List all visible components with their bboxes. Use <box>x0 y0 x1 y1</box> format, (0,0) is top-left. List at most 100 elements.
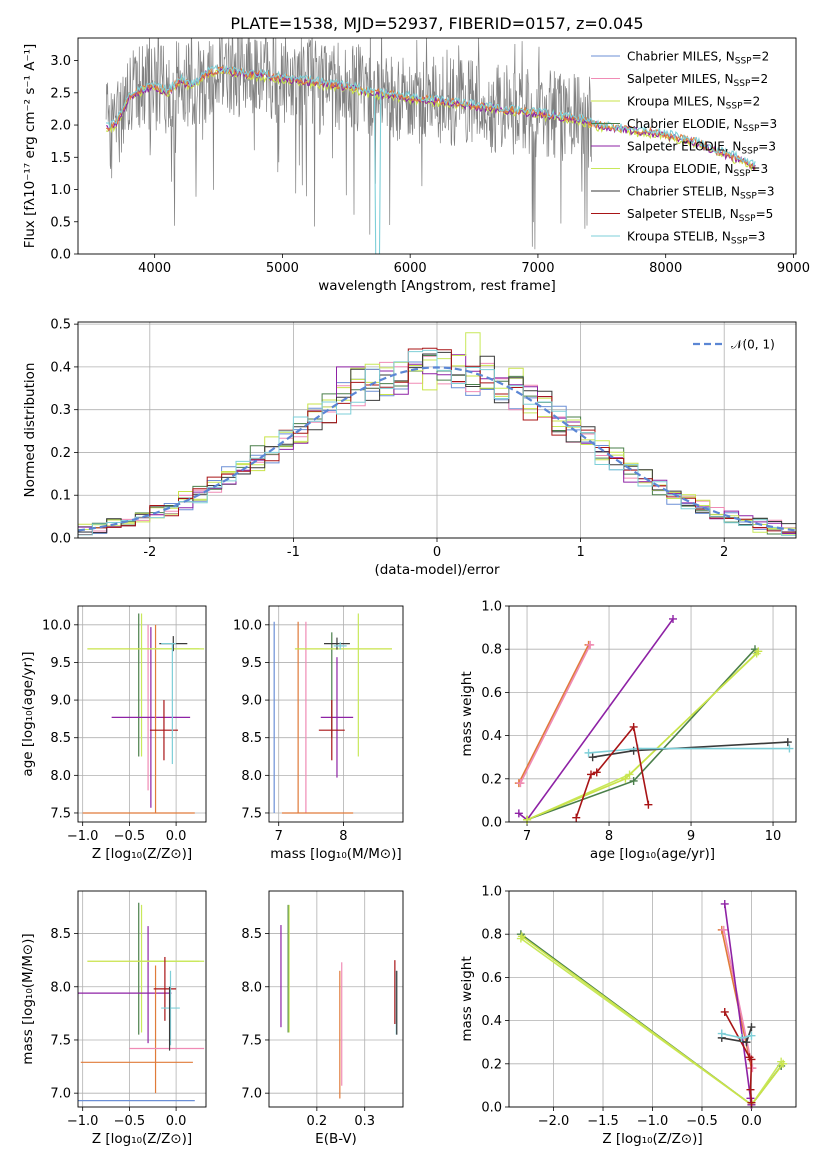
legend-sub: SSP <box>739 214 756 224</box>
x-axis-label: E(B-V) <box>315 1131 357 1147</box>
series-marker <box>523 815 532 824</box>
legend-suffix: =3 <box>758 140 776 154</box>
legend-label: Chabrier MILES, N <box>627 50 735 64</box>
y-tick-label: 0.5 <box>50 215 71 230</box>
axes-age_vs_mass: 7 8 7.5 8.0 8.5 9.0 9.5 10.0 mass [log₁₀(M/M⊙)] <box>233 605 404 862</box>
residual-legend: 𝒩(0, 1) <box>693 338 775 352</box>
y-tick-label: 7.5 <box>241 1033 262 1048</box>
x-tick-label: −0.5 <box>114 829 146 844</box>
legend-suffix: =2 <box>743 95 761 109</box>
y-tick-label: 8.5 <box>241 731 262 746</box>
legend-suffix: =3 <box>759 117 777 131</box>
axes-weight_vs_age: 7 8 9 10 0.0 0.2 0.4 0.6 0.8 1.0 age [log₁₀(age/yr… <box>459 600 797 862</box>
series-marker <box>629 746 638 755</box>
errorbar-salpeter_stelib <box>153 956 177 1021</box>
legend-label: Kroupa MILES, N <box>627 95 726 109</box>
plot-area <box>78 332 796 536</box>
series-marker <box>747 1023 756 1032</box>
y-tick-label: 0.6 <box>481 971 502 986</box>
errorbar-salpeter_stelib <box>149 700 178 761</box>
plot-area <box>280 904 398 1099</box>
x-tick-label: 4000 <box>138 261 171 276</box>
legend-entry-chabrier_stelib: Chabrier STELIB, NSSP=3 <box>627 185 775 202</box>
y-tick-label: 1.0 <box>481 600 502 615</box>
x-tick-label: 9 <box>687 829 695 844</box>
y-tick-label: 10.0 <box>233 618 262 633</box>
x-axis-label: (data-model)/error <box>374 562 500 578</box>
y-tick-label: 1.0 <box>50 183 71 198</box>
x-tick-label: −1.5 <box>587 1114 619 1129</box>
series-kroupa_miles <box>523 647 763 824</box>
x-tick-label: 1 <box>576 545 584 560</box>
legend-suffix: =3 <box>750 162 768 176</box>
legend-suffix: =2 <box>750 72 768 86</box>
legend-label: Chabrier ELODIE, N <box>627 117 743 131</box>
y-tick-label: 0.2 <box>50 446 71 461</box>
x-tick-label: −1.0 <box>67 1114 99 1129</box>
y-tick-label: 7.0 <box>50 1087 71 1102</box>
legend-label: Salpeter ELODIE, N <box>627 140 741 154</box>
y-tick-label: 0.4 <box>481 729 502 744</box>
legend-label: Kroupa ELODIE, N <box>627 162 734 176</box>
series-marker <box>588 753 597 762</box>
y-tick-label: 2.0 <box>50 119 71 134</box>
series-marker <box>592 768 601 777</box>
figure-title: PLATE=1538, MJD=52937, FIBERID=0157, z=0… <box>230 14 643 33</box>
x-tick-label: 0.0 <box>741 1114 762 1129</box>
axes-frame <box>77 321 797 539</box>
series-marker <box>587 770 595 779</box>
y-tick-label: 0.8 <box>481 643 502 658</box>
series-marker <box>746 1085 755 1094</box>
y-tick-label: 0.5 <box>50 318 71 333</box>
histogram-salpeter_elodie <box>78 354 796 534</box>
series-marker <box>629 722 638 731</box>
series-line <box>518 644 590 784</box>
series-salpeter_stelib <box>572 722 653 822</box>
x-tick-label: 7 <box>275 829 283 844</box>
x-tick-label: −1.0 <box>67 829 99 844</box>
plot-area <box>273 613 392 814</box>
series-marker <box>737 1033 746 1042</box>
series-marker <box>644 800 653 809</box>
x-tick-label: −0.5 <box>114 1114 146 1129</box>
legend-entry-salpeter_miles: Salpeter MILES, NSSP=2 <box>627 72 768 89</box>
y-tick-label: 8.0 <box>241 769 262 784</box>
axes-mass_vs_z: −1.0 −0.5 0.0 7.0 7.5 8.0 8.5 Z [log₁₀(Z/Z⊙)] ma… <box>20 890 207 1147</box>
series-marker <box>669 614 677 623</box>
series-marker <box>720 899 729 908</box>
legend-entry-salpeter_elodie: Salpeter ELODIE, NSSP=3 <box>627 140 776 157</box>
axes-frame <box>268 605 404 823</box>
y-tick-label: 10.0 <box>42 618 71 633</box>
y-tick-label: 0.6 <box>481 686 502 701</box>
model-spectrum-orange <box>105 66 756 170</box>
plots-layer: 4000 5000 6000 7000 8000 9000 0.0 0.5 1.0 1.5 2.0 2… <box>20 37 810 1147</box>
y-axis-label: mass weight <box>459 956 475 1041</box>
y-tick-label: 0.2 <box>481 772 502 787</box>
plot-area <box>82 613 205 814</box>
x-tick-label: 8000 <box>649 261 682 276</box>
axes-frame <box>508 605 797 823</box>
axes-frame <box>77 605 207 823</box>
x-tick-label: -2 <box>143 545 156 560</box>
legend-sub: SSP <box>734 79 751 89</box>
y-tick-label: 9.5 <box>241 656 262 671</box>
legend-entry-normal: 𝒩(0, 1) <box>731 338 775 352</box>
y-tick-label: 8.0 <box>50 769 71 784</box>
legend-sub: SSP <box>740 192 757 202</box>
model-spectrum-kroupa_miles <box>105 68 756 172</box>
legend-sub: SSP <box>735 57 752 67</box>
x-tick-label: 6000 <box>394 261 427 276</box>
series-marker <box>754 647 763 656</box>
series-marker <box>719 925 728 934</box>
axes-weight_vs_z: −2.0 −1.5 −1.0 −0.5 0.0 0.0 0.2 0.4 0.6 0.8 1.0 Z [… <box>459 885 797 1147</box>
x-tick-label: 8 <box>605 829 613 844</box>
x-tick-label: -1 <box>287 545 300 560</box>
axes-age_vs_z: −1.0 −0.5 0.0 7.5 8.0 8.5 9.0 9.5 10.0 Z [log₁₀(Z… <box>20 605 207 862</box>
normal-curve <box>78 366 796 532</box>
series-kroupa_stelib <box>717 1029 756 1042</box>
y-tick-label: 8.5 <box>241 927 262 942</box>
y-tick-label: 0.0 <box>481 816 502 831</box>
legend-entry-kroupa_elodie: Kroupa ELODIE, NSSP=3 <box>627 162 768 179</box>
observed-spectrum <box>105 38 592 250</box>
